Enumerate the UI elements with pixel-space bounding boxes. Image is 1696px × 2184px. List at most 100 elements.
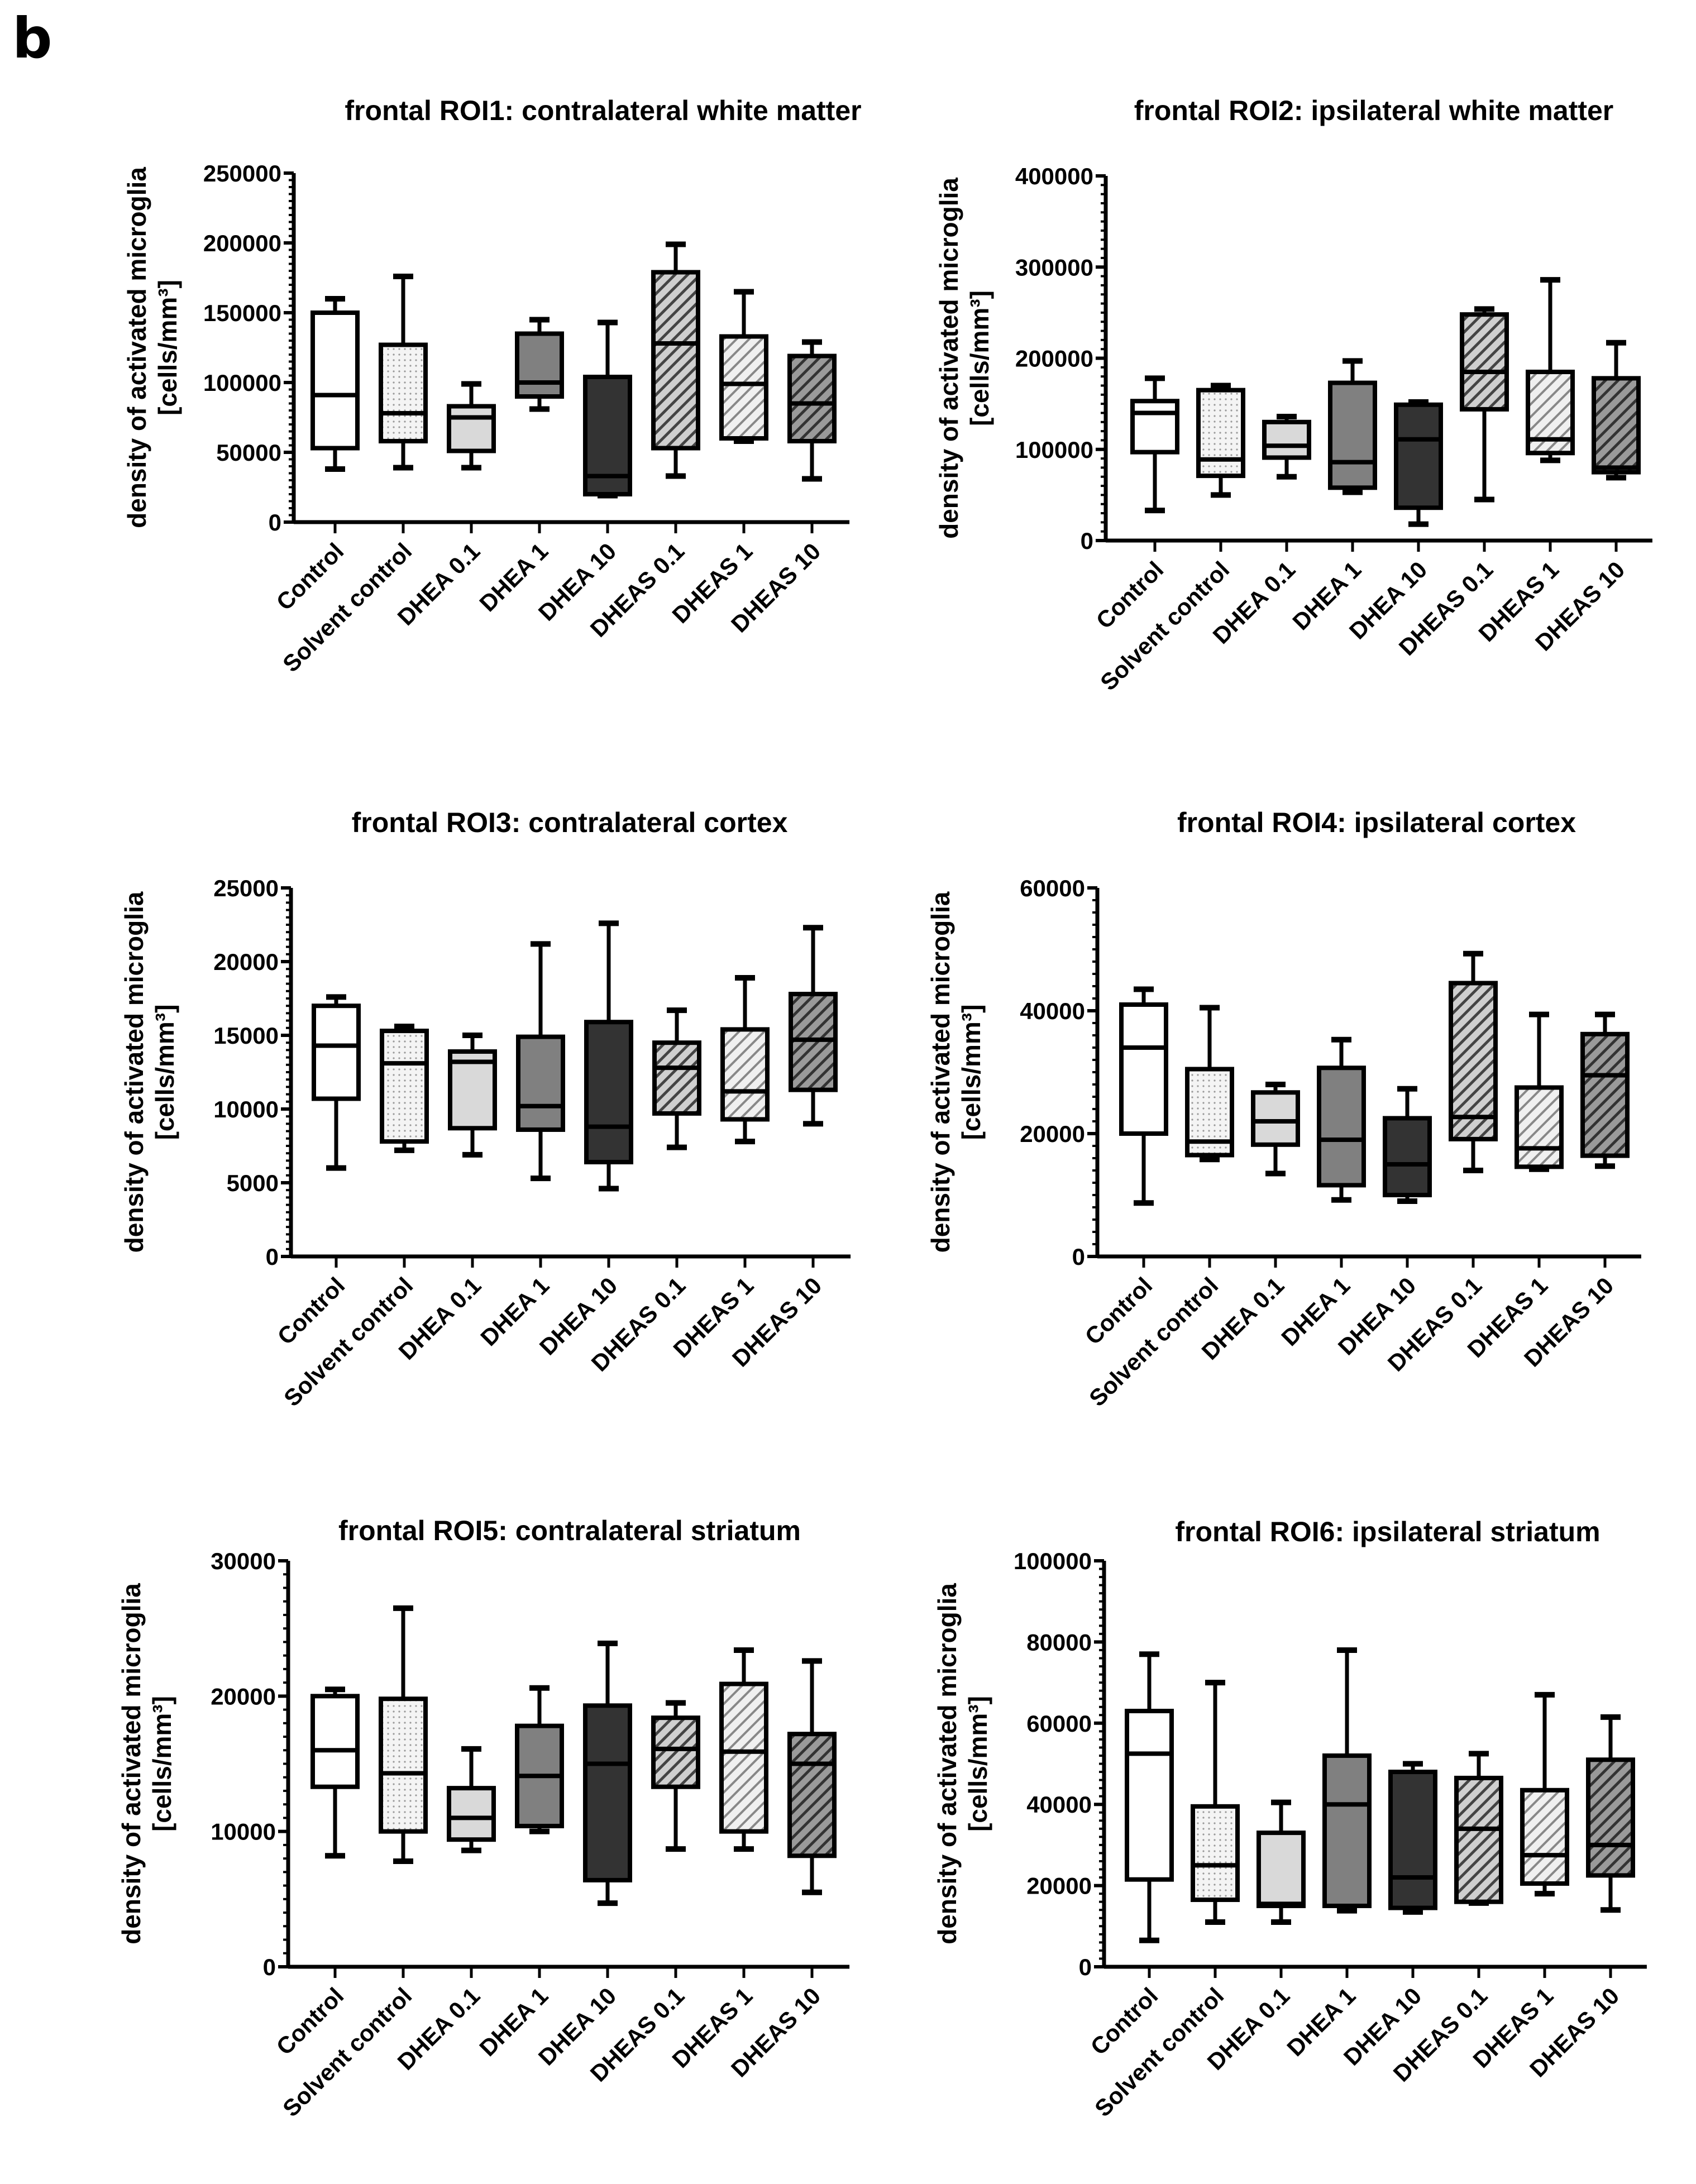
box-dheas-0-1 — [651, 1700, 700, 1852]
box-dheas-10 — [1580, 1011, 1630, 1169]
chart-title: frontal ROI1: contralateral white matter — [345, 95, 861, 126]
chart-title: frontal ROI3: contralateral cortex — [352, 807, 788, 838]
box-dheas-1 — [719, 1647, 768, 1852]
chart-panel-6: frontal ROI6: ipsilateral striatum densit… — [933, 1516, 1647, 2122]
iqr-box — [1262, 419, 1311, 460]
box-control — [310, 1686, 360, 1859]
x-tick-label: Solvent control — [278, 538, 417, 677]
box-solvent-control — [1185, 1005, 1234, 1163]
box-dheas-1 — [719, 289, 768, 444]
y-tick-label: 0 — [269, 509, 281, 536]
chart-panel-1: frontal ROI1: contralateral white matter… — [122, 95, 862, 677]
y-axis-label: density of activated microglia — [926, 891, 955, 1253]
chart-panel-3: frontal ROI3: contralateral cortex densit… — [120, 807, 851, 1412]
iqr-box — [1580, 1031, 1630, 1158]
box-dhea-10 — [583, 1640, 632, 1906]
y-tick-label: 50000 — [216, 439, 281, 466]
y-axis-label: density of activated microglia — [117, 1583, 146, 1944]
box-control — [1119, 986, 1168, 1206]
iqr-box — [380, 1029, 429, 1144]
y-axis-unit-label: [cells/mm³] — [965, 290, 994, 426]
box-dhea-1 — [515, 317, 564, 412]
iqr-box — [583, 1703, 632, 1882]
iqr-box — [651, 270, 700, 451]
y-tick-label: 30000 — [211, 1548, 276, 1574]
iqr-box — [1394, 402, 1443, 510]
box-dheas-10 — [1586, 1714, 1635, 1913]
box-dhea-1 — [1317, 1036, 1366, 1203]
box-dheas-10 — [789, 925, 838, 1127]
y-tick-label: 40000 — [1026, 1791, 1092, 1818]
iqr-box — [310, 1694, 360, 1789]
box-dheas-0-1 — [1454, 1751, 1503, 1906]
y-tick-label: 10000 — [213, 1096, 279, 1122]
y-tick-label: 100000 — [203, 370, 281, 396]
iqr-box — [1130, 399, 1179, 455]
y-tick-label: 100000 — [1015, 437, 1093, 463]
iqr-box — [1592, 376, 1641, 475]
y-axis-unit-label: [cells/mm³] — [153, 280, 182, 415]
box-dheas-0-1 — [651, 241, 700, 479]
y-tick-label: 200000 — [1015, 346, 1093, 372]
y-tick-label: 20000 — [1020, 1121, 1085, 1147]
box-dhea-0-1 — [1257, 1799, 1306, 1925]
iqr-box — [652, 1040, 701, 1116]
y-tick-label: 80000 — [1026, 1629, 1092, 1655]
iqr-box — [310, 310, 360, 451]
chart-title: frontal ROI6: ipsilateral striatum — [1175, 1516, 1600, 1547]
y-tick-label: 150000 — [203, 300, 281, 326]
iqr-box — [1383, 1116, 1432, 1197]
iqr-box — [312, 1003, 361, 1101]
box-dhea-0-1 — [1251, 1082, 1300, 1177]
box-dheas-1 — [720, 975, 770, 1145]
x-tick-label: Solvent control — [279, 1272, 418, 1411]
iqr-box — [787, 353, 837, 443]
box-dhea-1 — [516, 941, 565, 1182]
iqr-box — [1388, 1770, 1437, 1910]
box-dhea-10 — [1394, 399, 1443, 527]
iqr-box — [1191, 1804, 1240, 1903]
chart-title: frontal ROI5: contralateral striatum — [338, 1515, 801, 1546]
box-dheas-1 — [1520, 1691, 1569, 1897]
y-tick-label: 400000 — [1015, 163, 1093, 189]
box-control — [312, 994, 361, 1171]
iqr-box — [1322, 1753, 1372, 1908]
box-solvent-control — [1196, 383, 1245, 498]
box-dhea-1 — [1322, 1647, 1372, 1914]
y-tick-label: 15000 — [213, 1022, 279, 1049]
chart-panel-5: frontal ROI5: contralateral striatum dens… — [117, 1515, 850, 2122]
box-dhea-0-1 — [1262, 413, 1311, 480]
iqr-box — [1449, 981, 1498, 1141]
box-solvent-control — [379, 274, 428, 471]
iqr-box — [1196, 388, 1245, 479]
y-axis-unit-label: [cells/mm³] — [150, 1005, 179, 1140]
box-control — [1125, 1651, 1174, 1943]
box-dhea-0-1 — [447, 1746, 496, 1853]
y-tick-label: 10000 — [211, 1819, 276, 1845]
box-dhea-1 — [1328, 358, 1377, 495]
figure-panel-label: b — [12, 6, 52, 71]
box-control — [310, 296, 360, 472]
iqr-box — [1454, 1775, 1503, 1904]
y-tick-label: 25000 — [213, 875, 279, 901]
box-dhea-0-1 — [448, 1033, 497, 1158]
iqr-box — [515, 331, 564, 399]
iqr-box — [1119, 1002, 1168, 1136]
y-axis-unit-label: [cells/mm³] — [957, 1005, 986, 1140]
box-dhea-10 — [1388, 1761, 1437, 1915]
iqr-box — [1328, 380, 1377, 490]
y-tick-label: 250000 — [203, 160, 281, 187]
iqr-box — [1125, 1708, 1174, 1882]
y-axis-unit-label: [cells/mm³] — [147, 1696, 176, 1832]
box-solvent-control — [380, 1024, 429, 1153]
y-axis-label: density of activated microglia — [934, 178, 963, 539]
box-dheas-10 — [787, 339, 837, 482]
y-tick-label: 0 — [266, 1244, 279, 1270]
y-tick-label: 40000 — [1020, 998, 1085, 1024]
iqr-box — [719, 334, 768, 441]
iqr-box — [447, 404, 496, 453]
iqr-box — [651, 1715, 700, 1789]
y-tick-label: 0 — [1079, 1954, 1092, 1980]
y-axis-unit-label: [cells/mm³] — [963, 1696, 992, 1832]
